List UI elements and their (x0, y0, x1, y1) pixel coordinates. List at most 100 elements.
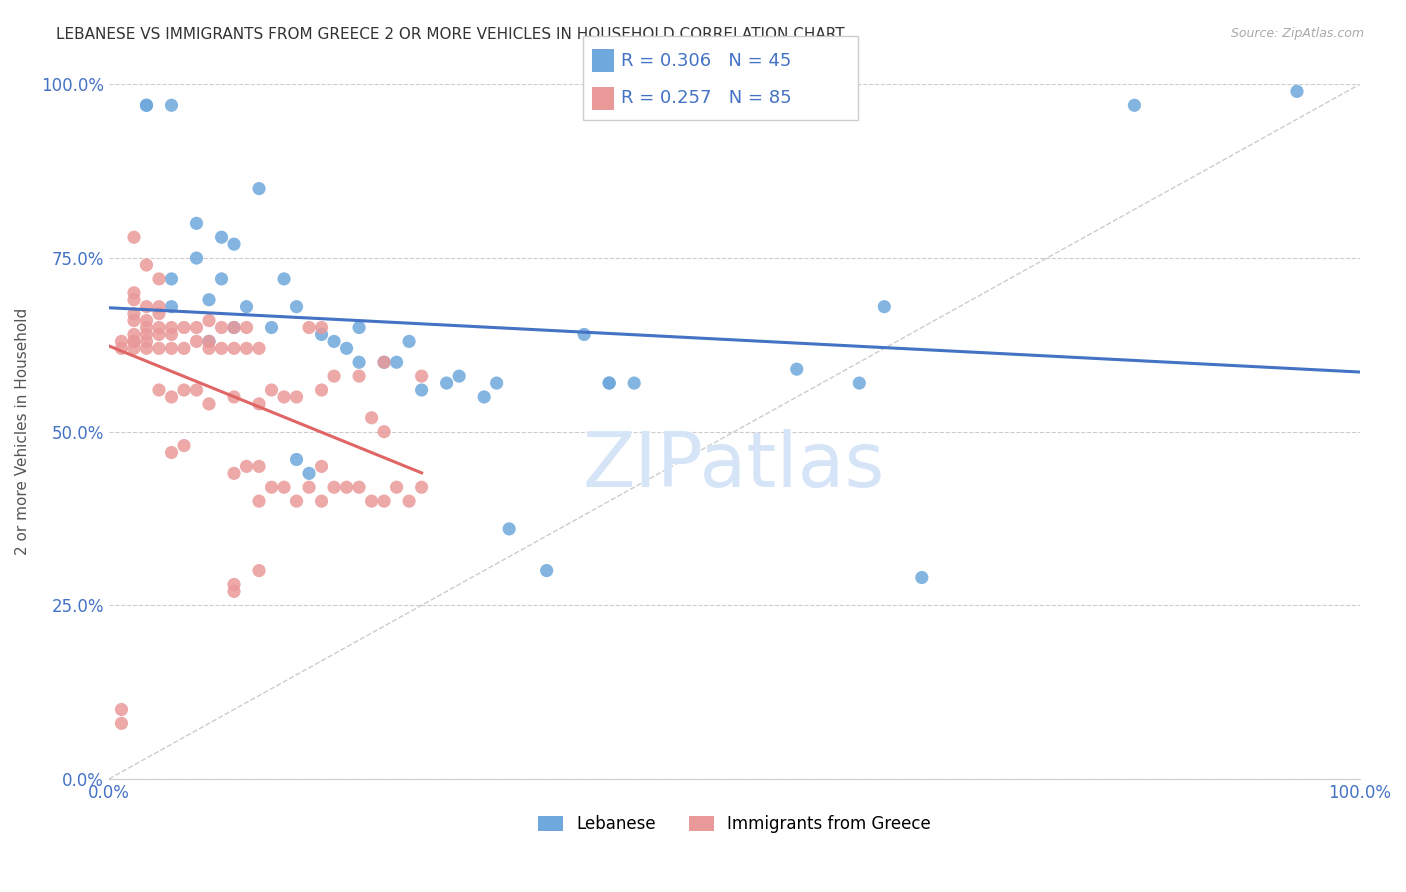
Point (247, 397, 270, 411)
Point (360, 494, 382, 508)
Point (298, 320, 321, 334)
Point (222, 584, 245, 599)
Point (222, 237, 245, 252)
Point (260, 320, 283, 334)
Point (411, 383, 433, 397)
Point (186, 251, 208, 265)
Point (385, 355, 408, 369)
Point (373, 355, 395, 369)
Point (285, 300, 308, 314)
Point (436, 376, 458, 390)
Point (222, 467, 245, 481)
Point (222, 320, 245, 334)
Point (398, 334, 420, 349)
Point (122, 293, 145, 307)
Point (347, 480, 370, 494)
Point (323, 480, 346, 494)
Point (385, 480, 408, 494)
Point (211, 320, 233, 334)
Point (198, 334, 221, 349)
Point (235, 342, 257, 356)
Point (135, 98, 157, 112)
Point (498, 522, 520, 536)
Point (373, 355, 395, 369)
Point (311, 327, 333, 342)
Point (472, 390, 495, 404)
Point (222, 577, 245, 591)
Point (311, 494, 333, 508)
Point (347, 355, 370, 369)
Point (186, 334, 208, 349)
Point (186, 383, 208, 397)
Point (911, 570, 934, 584)
Point (160, 98, 183, 112)
Point (285, 494, 308, 508)
Point (347, 369, 370, 384)
Point (211, 272, 233, 286)
Point (173, 320, 195, 334)
Point (198, 334, 221, 349)
Point (160, 342, 183, 356)
Point (211, 230, 233, 244)
Point (160, 272, 183, 286)
Point (160, 300, 183, 314)
Point (360, 410, 382, 425)
Point (247, 181, 270, 195)
Point (235, 459, 257, 474)
Point (198, 313, 221, 327)
Point (298, 480, 321, 494)
Point (411, 480, 433, 494)
Point (873, 300, 896, 314)
Point (122, 285, 145, 300)
Point (135, 334, 157, 349)
Y-axis label: 2 or more Vehicles in Household: 2 or more Vehicles in Household (15, 308, 30, 556)
Point (848, 376, 870, 390)
Point (148, 307, 170, 321)
Legend: Lebanese, Immigrants from Greece: Lebanese, Immigrants from Greece (537, 815, 931, 833)
Point (536, 564, 558, 578)
Point (285, 390, 308, 404)
Point (211, 342, 233, 356)
Point (1123, 98, 1146, 112)
Point (148, 320, 170, 334)
Point (285, 452, 308, 467)
Point (786, 362, 808, 376)
Text: R = 0.306   N = 45: R = 0.306 N = 45 (621, 52, 792, 70)
Text: Source: ZipAtlas.com: Source: ZipAtlas.com (1230, 27, 1364, 40)
Point (335, 480, 357, 494)
Point (122, 342, 145, 356)
Text: LEBANESE VS IMMIGRANTS FROM GREECE 2 OR MORE VEHICLES IN HOUSEHOLD CORRELATION C: LEBANESE VS IMMIGRANTS FROM GREECE 2 OR … (56, 27, 845, 42)
Point (273, 390, 295, 404)
Point (110, 334, 132, 349)
Point (398, 494, 420, 508)
Point (222, 342, 245, 356)
Point (623, 376, 645, 390)
Point (411, 369, 433, 384)
Point (235, 300, 257, 314)
Point (198, 293, 221, 307)
Point (572, 327, 595, 342)
Point (122, 327, 145, 342)
Point (186, 320, 208, 334)
Point (148, 272, 170, 286)
Point (373, 425, 395, 439)
Point (122, 334, 145, 349)
Point (298, 467, 321, 481)
Point (135, 300, 157, 314)
Point (273, 480, 295, 494)
Point (311, 320, 333, 334)
Point (598, 376, 620, 390)
Point (160, 320, 183, 334)
Point (122, 334, 145, 349)
Point (347, 320, 370, 334)
Point (186, 216, 208, 230)
Point (135, 327, 157, 342)
Point (247, 342, 270, 356)
Point (122, 230, 145, 244)
Point (198, 342, 221, 356)
Point (323, 369, 346, 384)
Point (222, 390, 245, 404)
Point (135, 342, 157, 356)
Point (148, 300, 170, 314)
Point (148, 342, 170, 356)
